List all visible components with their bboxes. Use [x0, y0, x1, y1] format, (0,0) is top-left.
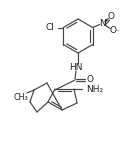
- Text: O: O: [109, 26, 116, 35]
- Text: ⁻: ⁻: [115, 27, 119, 36]
- Text: N: N: [99, 19, 106, 28]
- Text: HN: HN: [69, 62, 83, 71]
- Text: Cl: Cl: [45, 23, 54, 32]
- Text: O: O: [107, 12, 114, 21]
- Text: +: +: [104, 17, 109, 23]
- Text: NH₂: NH₂: [86, 84, 103, 93]
- Text: CH₃: CH₃: [14, 92, 28, 102]
- Text: O: O: [86, 75, 94, 84]
